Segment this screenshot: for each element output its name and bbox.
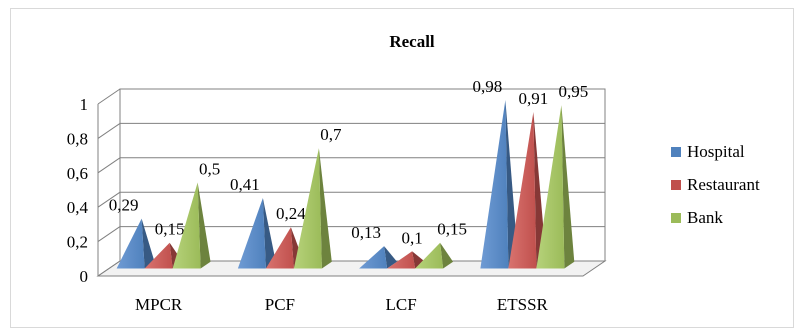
data-label: 0,7 (320, 125, 342, 144)
side-grid-line (97, 157, 121, 174)
legend-label: Restaurant (687, 175, 760, 194)
pyramid-bar (265, 227, 294, 269)
pyramid-bar (480, 99, 509, 269)
plot-area: 0 0,2 0,4 0,6 0,8 1 MPCR 0,29 0,15 0,5 PCF 0,41 0,24… (67, 77, 607, 314)
legend-label: Bank (687, 208, 723, 227)
pyramid-bar-side (262, 197, 276, 269)
legend: Hospital Restaurant Bank (671, 142, 760, 227)
data-label: 0,15 (155, 220, 185, 239)
y-tick-label: 0 (80, 267, 89, 286)
legend-swatch (671, 147, 681, 157)
chart-title: Recall (389, 32, 435, 51)
data-label: 0,24 (276, 204, 306, 223)
side-grid-line (97, 191, 121, 208)
pyramid-bar (237, 197, 266, 269)
data-label: 0,95 (559, 82, 589, 101)
x-tick-label: LCF (386, 295, 417, 314)
pyramid-bar (508, 111, 537, 269)
y-tick-label: 0,2 (67, 233, 88, 252)
side-grid-line (97, 88, 121, 105)
side-grid-line (97, 226, 121, 243)
pyramid-bar-side (197, 182, 211, 269)
pyramid-bar-side (440, 242, 454, 269)
pyramid-bar (293, 148, 322, 269)
pyramid-bar (144, 242, 173, 269)
side-grid-line (97, 260, 121, 277)
x-tick-label: ETSSR (497, 295, 549, 314)
data-label: 0,1 (402, 228, 423, 247)
x-tick-label: MPCR (135, 295, 183, 314)
legend-swatch (671, 180, 681, 190)
pyramid-bar-side (318, 148, 332, 269)
data-label: 0,91 (519, 89, 549, 108)
pyramid-bar (172, 182, 201, 269)
legend-swatch (671, 213, 681, 223)
data-label: 0,29 (109, 196, 139, 215)
pyramid-bar (116, 218, 145, 269)
pyramid-bar-side (384, 246, 398, 269)
y-tick-label: 0,4 (67, 198, 89, 217)
pyramid-bar-side (505, 99, 519, 269)
y-tick-label: 0,8 (67, 129, 88, 148)
pyramid-bar-side (141, 218, 155, 269)
data-label: 0,41 (230, 175, 260, 194)
y-tick-label: 1 (80, 95, 89, 114)
legend-label: Hospital (687, 142, 745, 161)
data-label: 0,13 (351, 223, 381, 242)
pyramid-bar (536, 105, 565, 269)
pyramid-bar-side (412, 251, 426, 269)
side-grid-line (97, 122, 121, 139)
data-label: 0,15 (437, 220, 467, 239)
pyramid-bar (359, 246, 388, 269)
x-tick-label: PCF (265, 295, 295, 314)
pyramid-bar (387, 251, 416, 269)
y-tick-label: 0,6 (67, 164, 88, 183)
pyramid-bar (415, 242, 444, 269)
data-label: 0,5 (199, 160, 220, 179)
data-label: 0,98 (473, 77, 503, 96)
pyramid-bar-side (561, 105, 575, 269)
